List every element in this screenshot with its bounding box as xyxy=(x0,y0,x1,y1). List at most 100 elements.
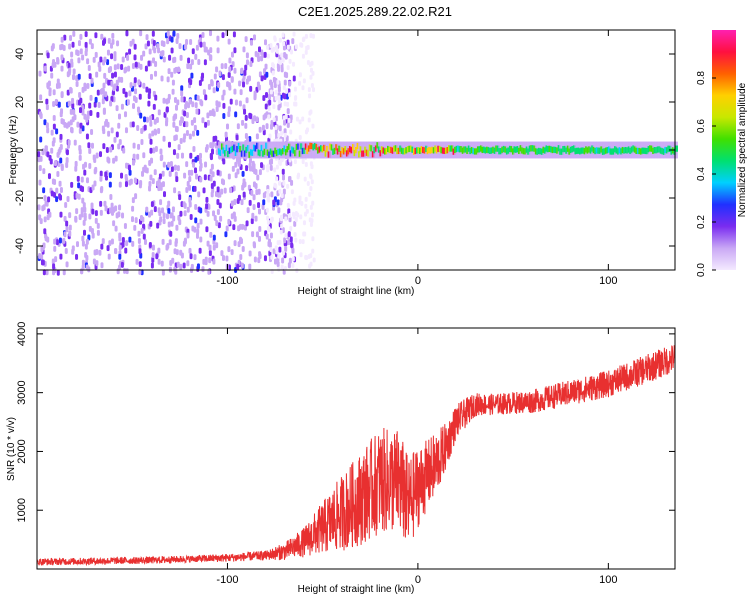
heatmap-noise-cell xyxy=(220,178,224,185)
heatmap-noise-cell xyxy=(209,231,213,238)
heatmap-band-cell xyxy=(653,147,657,154)
heatmap-fringe-cell xyxy=(286,101,290,107)
heatmap-noise-cell xyxy=(52,89,56,96)
heatmap-fringe-cell xyxy=(289,226,293,232)
heatmap-band-cell xyxy=(635,147,639,155)
heatmap-noise-cell xyxy=(117,143,121,150)
heatmap-band-cell xyxy=(437,145,441,152)
heatmap-noise-cell xyxy=(137,62,141,69)
heatmap-band-cell xyxy=(665,147,669,154)
heatmap-noise-cell xyxy=(254,215,258,222)
heatmap-noise-cell xyxy=(120,261,124,268)
heatmap-noise-cell xyxy=(152,147,156,154)
heatmap-noise-cell xyxy=(170,36,174,43)
heatmap-fringe-cell xyxy=(268,133,272,139)
heatmap-noise-cell xyxy=(131,240,135,247)
heatmap-noise-cell xyxy=(287,176,291,183)
heatmap-fringe-cell xyxy=(279,229,283,235)
heatmap-band-halo xyxy=(237,141,241,159)
heatmap-noise-cell xyxy=(288,257,292,264)
heatmap-noise-cell xyxy=(252,241,256,248)
heatmap-fringe-cell xyxy=(270,254,274,260)
heatmap-band-cell xyxy=(316,147,320,154)
heatmap-band-halo xyxy=(371,141,375,159)
heatmap-noise-cell xyxy=(92,56,96,63)
heatmap-noise-cell xyxy=(230,249,234,256)
heatmap-noise-cell xyxy=(252,194,256,201)
heatmap-fringe-cell xyxy=(289,129,293,135)
heatmap-band-cell xyxy=(661,148,665,155)
heatmap-band-cell xyxy=(603,148,607,155)
heatmap-band-cell xyxy=(297,143,301,150)
heatmap-ytick-label: -20 xyxy=(14,190,26,206)
heatmap-noise-cell xyxy=(222,158,226,165)
heatmap-noise-cell xyxy=(99,200,103,207)
heatmap-noise-cell xyxy=(230,51,234,58)
heatmap-noise-cell xyxy=(206,210,210,217)
heatmap-fringe-cell xyxy=(311,200,315,206)
heatmap-noise-cell xyxy=(89,94,93,101)
heatmap-noise-cell xyxy=(159,199,163,206)
heatmap-noise-cell xyxy=(185,112,189,119)
heatmap-fringe-cell xyxy=(272,117,276,123)
heatmap-noise-cell xyxy=(174,125,178,132)
heatmap-noise-cell xyxy=(180,90,184,97)
heatmap-band-cell xyxy=(409,145,413,152)
heatmap-noise-cell xyxy=(87,234,91,241)
heatmap-noise-cell xyxy=(88,163,92,170)
heatmap-band-cell xyxy=(336,148,340,155)
heatmap-noise-cell xyxy=(57,148,61,155)
heatmap-noise-cell xyxy=(252,204,256,211)
heatmap-band-cell xyxy=(288,143,292,150)
heatmap-band-cell xyxy=(639,148,643,155)
heatmap-fringe-cell xyxy=(281,57,285,63)
heatmap-noise-cell xyxy=(170,165,174,172)
heatmap-noise-cell xyxy=(85,254,89,261)
heatmap-noise-cell xyxy=(215,66,219,73)
heatmap-noise-cell xyxy=(46,236,50,243)
heatmap-noise-cell xyxy=(180,252,184,259)
heatmap-noise-cell xyxy=(84,41,88,48)
heatmap-noise-cell xyxy=(276,199,280,206)
heatmap-band-cell xyxy=(434,145,438,152)
heatmap-noise-cell xyxy=(185,130,189,137)
heatmap-band-cell xyxy=(492,146,496,153)
heatmap-band-cell xyxy=(601,148,605,155)
heatmap-band-cell xyxy=(263,148,267,155)
heatmap-noise-cell xyxy=(207,83,211,90)
heatmap-noise-cell xyxy=(204,46,208,53)
heatmap-noise-cell xyxy=(101,125,105,132)
heatmap-fringe-cell xyxy=(267,197,271,203)
heatmap-noise-cell xyxy=(110,238,114,245)
heatmap-noise-cell xyxy=(171,79,175,86)
heatmap-noise-cell xyxy=(176,152,180,159)
heatmap-noise-cell xyxy=(245,97,249,104)
heatmap-band-cell xyxy=(536,148,540,155)
heatmap-noise-cell xyxy=(203,174,207,181)
heatmap-noise-cell xyxy=(183,237,187,244)
heatmap-noise-cell xyxy=(59,187,63,194)
heatmap-fringe-cell xyxy=(309,204,313,210)
heatmap-fringe-cell xyxy=(291,256,295,262)
heatmap-fringe-cell xyxy=(275,164,279,170)
heatmap-noise-cell xyxy=(237,241,241,248)
heatmap-noise-cell xyxy=(175,176,179,183)
heatmap-noise-cell xyxy=(182,96,186,103)
heatmap-noise-cell xyxy=(174,238,178,245)
heatmap-noise-cell xyxy=(80,207,84,214)
heatmap-noise-cell xyxy=(133,43,137,50)
heatmap-noise-cell xyxy=(184,43,188,50)
heatmap-fringe-cell xyxy=(308,191,312,197)
heatmap-band-cell xyxy=(330,144,334,151)
heatmap-noise-cell xyxy=(189,152,193,159)
heatmap-noise-cell xyxy=(69,108,73,115)
heatmap-band-cell xyxy=(435,147,439,154)
heatmap-band-cell xyxy=(594,147,598,155)
heatmap-noise-cell xyxy=(227,106,231,113)
heatmap-fringe-cell xyxy=(305,208,309,214)
heatmap-fringe-cell xyxy=(305,45,309,51)
heatmap-noise-cell xyxy=(204,121,208,128)
heatmap-fringe-cell xyxy=(298,80,302,86)
heatmap-band-cell xyxy=(518,147,522,155)
heatmap-noise-cell xyxy=(166,38,170,45)
